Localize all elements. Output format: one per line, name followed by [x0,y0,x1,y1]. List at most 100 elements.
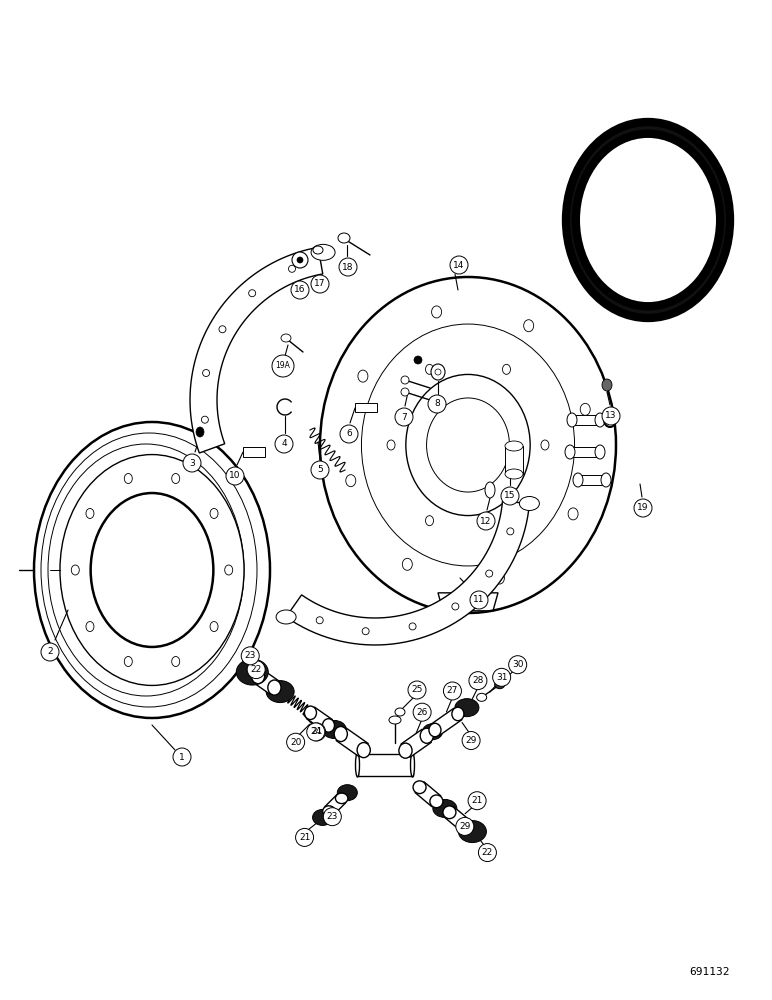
Ellipse shape [595,445,605,459]
Bar [572,415,600,425]
Circle shape [291,281,309,299]
Circle shape [286,733,305,751]
Text: 31: 31 [496,673,507,682]
Text: 22: 22 [251,665,262,674]
Ellipse shape [317,617,323,624]
Ellipse shape [171,474,180,484]
Ellipse shape [452,707,464,721]
Ellipse shape [389,716,401,724]
Ellipse shape [573,473,583,487]
Polygon shape [445,807,469,830]
Text: 30: 30 [512,660,523,669]
Circle shape [470,591,488,609]
Circle shape [428,395,446,413]
Text: 14: 14 [453,260,465,269]
Text: 19: 19 [637,504,648,512]
Circle shape [408,681,426,699]
Text: 29: 29 [459,822,470,831]
Text: 13: 13 [605,412,617,420]
Polygon shape [401,729,432,757]
Ellipse shape [401,388,409,396]
Circle shape [275,435,293,453]
Text: 15: 15 [504,491,516,500]
Ellipse shape [289,265,296,272]
Ellipse shape [505,441,523,451]
Circle shape [602,407,620,425]
Text: 26: 26 [416,708,428,717]
Circle shape [501,487,519,505]
Ellipse shape [568,508,578,520]
Ellipse shape [429,723,441,737]
Text: 16: 16 [294,286,306,294]
Text: 3: 3 [189,458,195,468]
Ellipse shape [252,669,265,684]
Ellipse shape [266,681,294,703]
Ellipse shape [452,603,459,610]
Circle shape [455,817,474,835]
Ellipse shape [443,806,456,819]
Ellipse shape [402,558,412,570]
Circle shape [323,808,341,826]
Text: 21: 21 [472,796,482,805]
Ellipse shape [576,134,720,306]
Ellipse shape [401,376,409,384]
Text: 29: 29 [466,736,477,745]
Text: 7: 7 [401,412,407,422]
Text: 4: 4 [281,440,287,448]
Ellipse shape [355,753,360,777]
Circle shape [468,792,486,810]
Ellipse shape [249,290,256,297]
Bar [355,403,377,412]
Ellipse shape [313,246,323,254]
Text: 22: 22 [482,848,493,857]
Ellipse shape [313,809,333,825]
Ellipse shape [433,799,457,817]
Polygon shape [286,501,530,645]
Ellipse shape [338,233,350,243]
Text: 19A: 19A [276,361,290,370]
Text: 12: 12 [480,516,492,526]
Ellipse shape [292,252,308,268]
Ellipse shape [210,622,218,632]
Ellipse shape [395,708,405,716]
Circle shape [469,672,487,690]
Circle shape [450,256,468,274]
Circle shape [307,723,326,741]
Ellipse shape [595,413,605,427]
Text: 23: 23 [327,812,338,821]
Circle shape [311,275,329,293]
Ellipse shape [523,320,533,332]
Ellipse shape [86,622,94,632]
Circle shape [462,732,480,750]
Text: 17: 17 [314,279,326,288]
Ellipse shape [297,257,303,263]
Ellipse shape [420,728,433,743]
Ellipse shape [425,516,434,526]
Circle shape [493,668,510,686]
Ellipse shape [304,706,317,720]
Ellipse shape [346,475,356,487]
Ellipse shape [494,572,504,584]
Ellipse shape [34,422,270,718]
Ellipse shape [86,508,94,518]
Ellipse shape [334,726,347,742]
Ellipse shape [124,474,132,484]
Circle shape [173,748,191,766]
Circle shape [306,723,325,741]
Ellipse shape [124,656,132,666]
Text: 6: 6 [346,430,352,438]
Ellipse shape [337,785,357,801]
Text: 691132: 691132 [689,967,730,977]
Ellipse shape [414,356,422,364]
Ellipse shape [268,680,281,695]
Circle shape [340,425,358,443]
Ellipse shape [236,659,269,685]
Ellipse shape [520,497,540,511]
Ellipse shape [387,440,395,450]
Circle shape [226,467,244,485]
Ellipse shape [503,364,510,374]
Polygon shape [325,794,346,815]
Polygon shape [253,670,279,694]
Ellipse shape [495,681,505,689]
Ellipse shape [425,364,434,374]
